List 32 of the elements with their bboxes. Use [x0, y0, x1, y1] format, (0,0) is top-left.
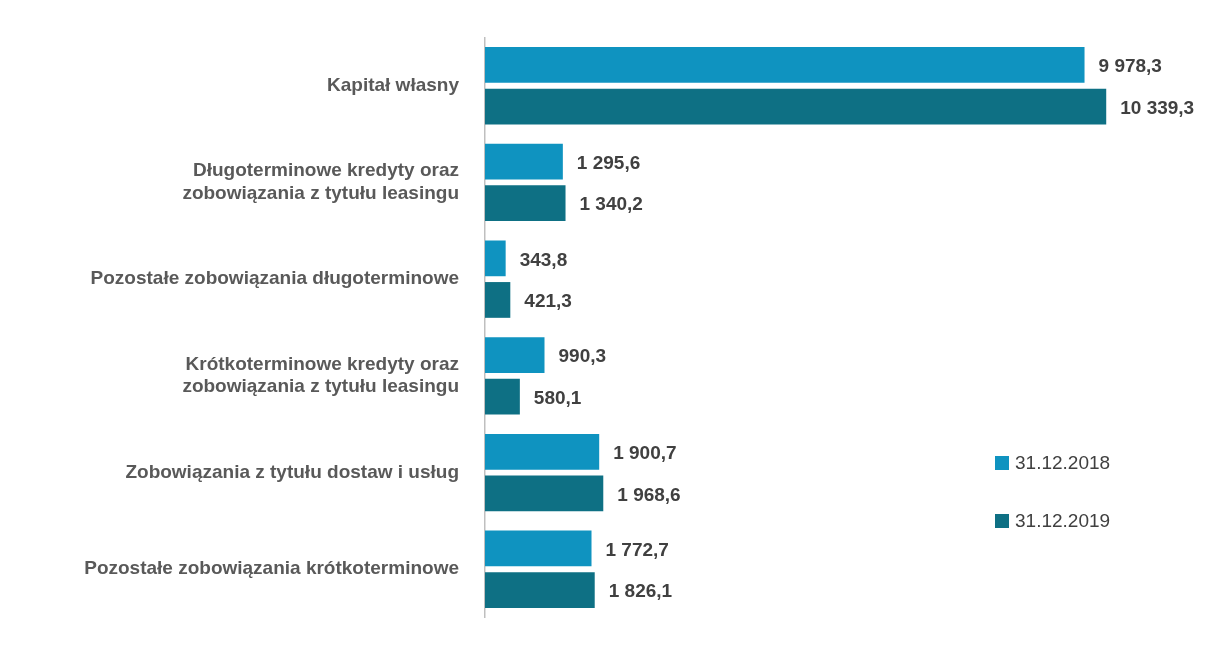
data-label: 421,3: [524, 290, 572, 312]
data-label: 1 772,7: [605, 538, 669, 560]
bar: [485, 378, 520, 415]
data-label: 343,8: [519, 248, 568, 270]
data-label: 1 826,1: [608, 580, 673, 602]
bar: [485, 282, 511, 318]
bar: [485, 47, 1085, 83]
data-label: 9 978,3: [1098, 55, 1162, 77]
y-tick-label: Kapitał własny: [327, 73, 460, 95]
bar: [485, 337, 545, 373]
y-tick-label: Pozostałe zobowiązania długoterminowe: [90, 267, 459, 289]
bar: [485, 143, 563, 180]
y-tick-label: Krótkoterminowe kredyty oraz zobowiązania z tytułu leasingu: [182, 352, 459, 397]
legend-label: 31.12.2019: [1015, 510, 1111, 532]
bar: [485, 530, 592, 567]
legend-label: 31.12.2018: [1015, 452, 1111, 474]
data-label: 10 339,3: [1120, 96, 1195, 118]
bar: [485, 572, 595, 608]
data-label: 1 900,7: [613, 441, 677, 463]
data-label: 990,3: [558, 345, 607, 367]
bar: [485, 475, 604, 512]
data-label: 1 340,2: [579, 193, 643, 215]
y-tick-label: Długoterminowe kredyty oraz zobowiązania z tytułu leasingu: [182, 159, 459, 204]
data-label: 1 968,6: [617, 483, 681, 505]
bar: [485, 185, 566, 222]
data-label: 580,1: [533, 386, 582, 408]
y-tick-label: Pozostałe zobowiązania krótkoterminowe: [84, 557, 459, 579]
bar: [485, 240, 506, 277]
bar: [485, 88, 1107, 125]
bar: [485, 433, 600, 470]
y-tick-label: Zobowiązania z tytułu dostaw i usług: [125, 460, 459, 482]
data-label: 1 295,6: [576, 151, 641, 173]
